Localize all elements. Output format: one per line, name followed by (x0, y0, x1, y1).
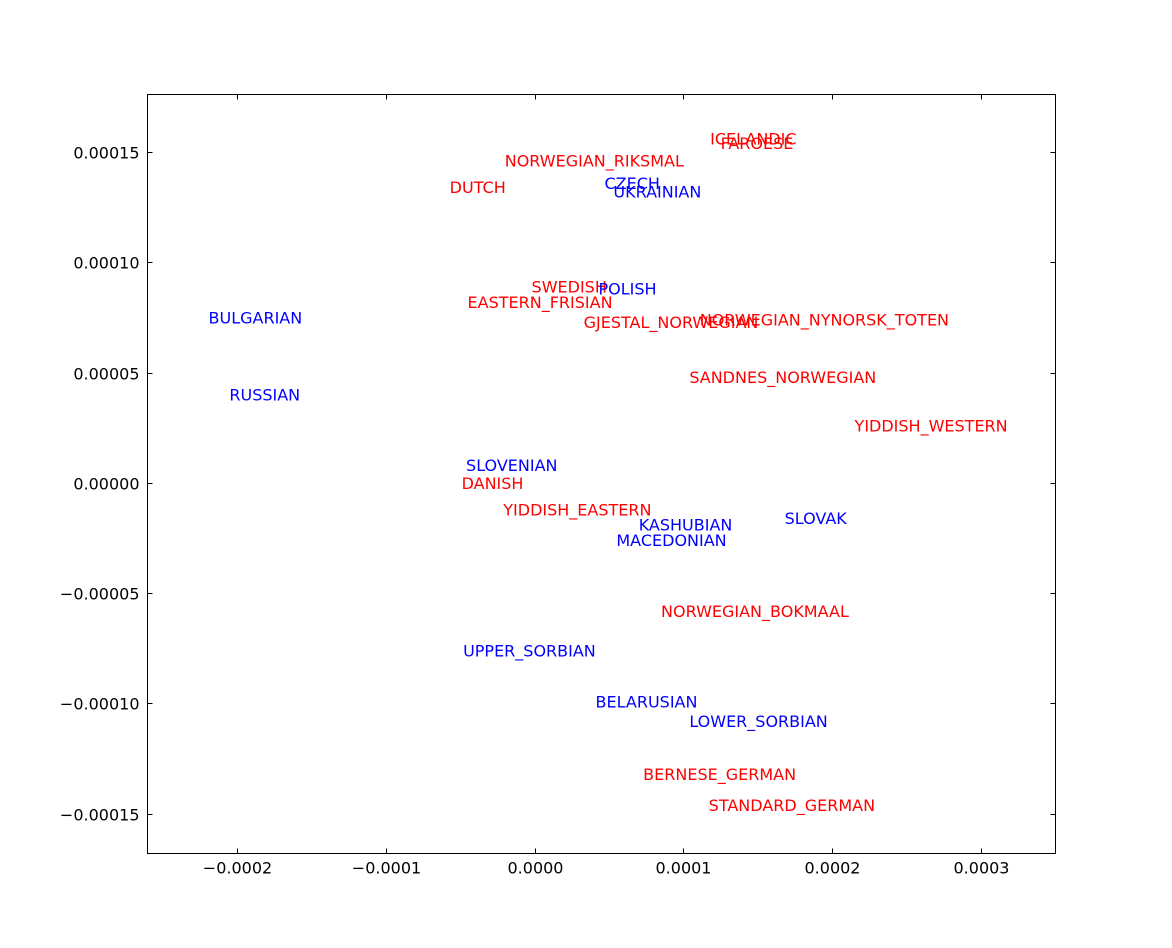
x-tick-label: −0.0001 (352, 859, 421, 878)
point-label-gjestal-norwegian: GJESTAL_NORWEGIAN (584, 313, 759, 333)
point-label-dutch: DUTCH (450, 178, 506, 197)
point-label-russian: RUSSIAN (229, 386, 300, 405)
y-tick-label: 0.00015 (73, 144, 139, 163)
x-tick-labels: −0.0002 −0.0001 0.0000 0.0001 0.0002 0.0003 (203, 859, 1010, 878)
point-label-norwegian-nynorsk-toten: NORWEGIAN_NYNORSK_TOTEN (700, 311, 949, 331)
y-tick-labels: 0.00015 0.00010 0.00005 0.00000 −0.00005 −0.0… (60, 144, 140, 825)
point-label-slovak: SLOVAK (785, 509, 848, 528)
point-label-polish: POLISH (599, 280, 657, 299)
y-tick-label: −0.00010 (60, 695, 140, 714)
y-tick-label: 0.00010 (73, 254, 139, 273)
plot-frame (147, 94, 1056, 854)
y-tick-label: −0.00015 (60, 806, 140, 825)
point-label-czech: CZECH (604, 174, 659, 193)
point-label-eastern-frisian: EASTERN_FRISIAN (468, 293, 613, 313)
point-label-lower-sorbian: LOWER_SORBIAN (689, 712, 827, 732)
point-label-belarusian: BELARUSIAN (596, 692, 698, 711)
y-tick-label: −0.00005 (60, 585, 140, 604)
point-label-icelandic: ICELANDIC (710, 130, 796, 149)
point-label-upper-sorbian: UPPER_SORBIAN (463, 642, 596, 662)
point-label-bernese-german: BERNESE_GERMAN (643, 765, 796, 785)
point-label-danish: DANISH (462, 474, 524, 493)
x-tick-label: 0.0003 (954, 859, 1010, 878)
point-label-sandnes-norwegian: SANDNES_NORWEGIAN (689, 368, 876, 388)
point-label-norwegian-riksmal: NORWEGIAN_RIKSMAL (505, 152, 684, 172)
point-label-swedish: SWEDISH (532, 277, 607, 296)
point-label-faroese: FAROESE (721, 134, 794, 153)
point-label-kashubian: KASHUBIAN (639, 516, 733, 535)
x-tick-label: 0.0002 (805, 859, 861, 878)
point-label-norwegian-bokmaal: NORWEGIAN_BOKMAAL (661, 602, 849, 622)
point-label-yiddish-western: YIDDISH_WESTERN (854, 416, 1008, 436)
x-tick-label: 0.0001 (656, 859, 712, 878)
y-tick-label: 0.00000 (73, 475, 139, 494)
point-label-yiddish-eastern: YIDDISH_EASTERN (502, 500, 651, 520)
y-tick-label: 0.00005 (73, 365, 139, 384)
x-tick-label: −0.0002 (203, 859, 272, 878)
x-tick-label: 0.0000 (508, 859, 564, 878)
point-label-macedonian: MACEDONIAN (616, 531, 726, 550)
point-label-bulgarian: BULGARIAN (209, 308, 303, 327)
point-label-standard-german: STANDARD_GERMAN (709, 796, 875, 816)
point-label-ukrainian: UKRAINIAN (613, 183, 701, 202)
axis-ticks (147, 94, 1056, 854)
point-label-slovenian: SLOVENIAN (466, 456, 557, 475)
